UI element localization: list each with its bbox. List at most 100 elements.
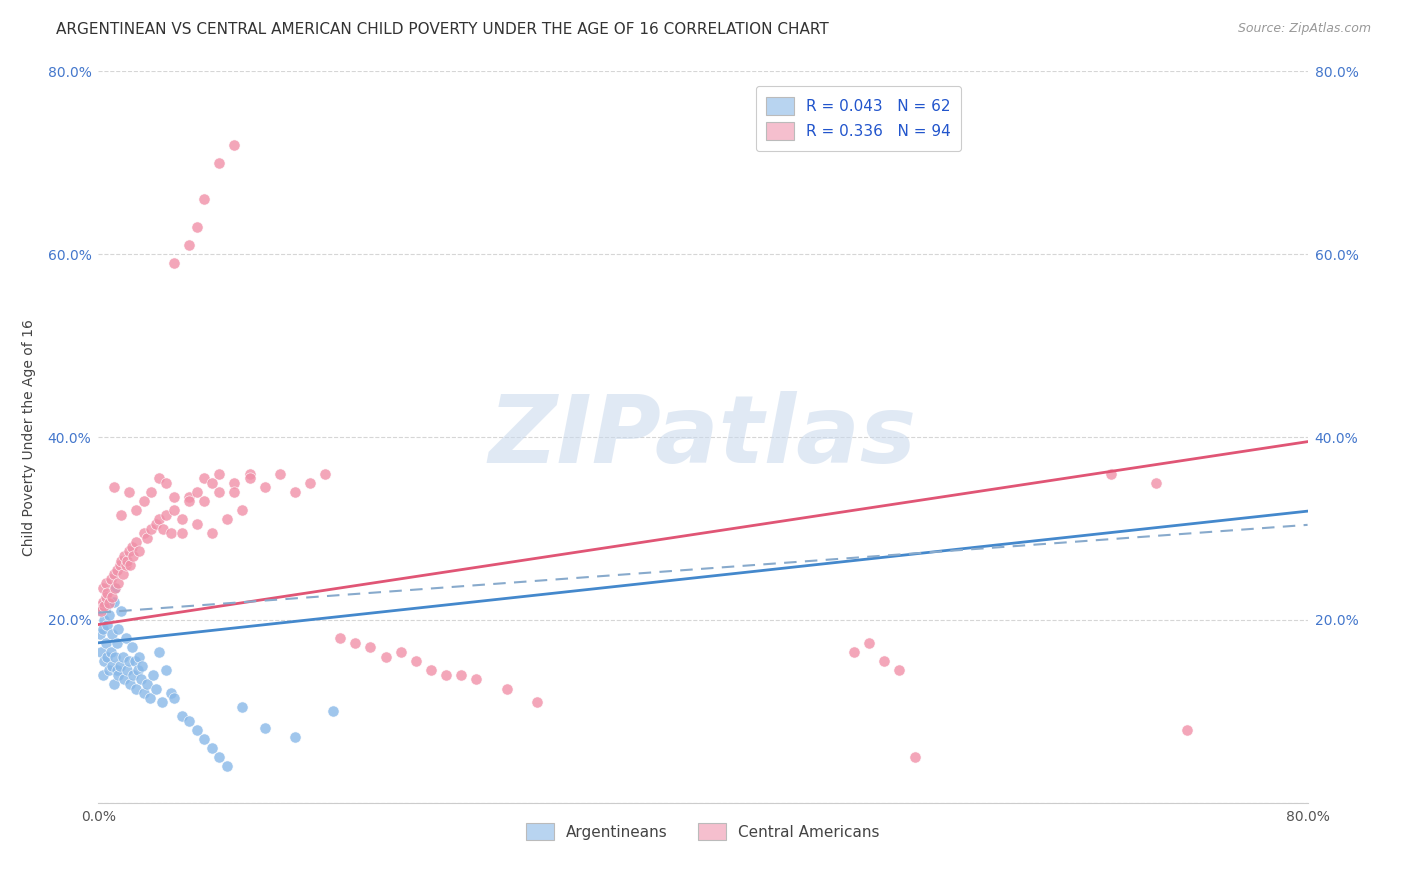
Point: [904, 750, 927, 764]
Point: [91, 581, 114, 595]
Point: [135, 677, 157, 691]
Point: [155, 508, 177, 522]
Point: [1144, 475, 1167, 490]
Point: [93, 654, 115, 668]
Point: [128, 544, 150, 558]
Point: [107, 576, 129, 591]
Point: [125, 681, 148, 696]
Point: [193, 471, 215, 485]
Point: [91, 667, 114, 681]
Point: [105, 636, 128, 650]
Point: [110, 508, 132, 522]
Point: [269, 467, 291, 481]
Point: [170, 709, 193, 723]
Point: [90, 645, 112, 659]
Point: [127, 663, 149, 677]
Point: [114, 632, 136, 646]
Point: [150, 695, 173, 709]
Point: [110, 604, 132, 618]
Point: [155, 663, 177, 677]
Point: [208, 467, 231, 481]
Point: [208, 156, 231, 170]
Point: [118, 654, 141, 668]
Point: [118, 544, 141, 558]
Point: [148, 645, 170, 659]
Point: [90, 604, 112, 618]
Point: [858, 636, 880, 650]
Point: [100, 645, 122, 659]
Point: [112, 673, 135, 687]
Text: Source: ZipAtlas.com: Source: ZipAtlas.com: [1237, 22, 1371, 36]
Point: [108, 558, 131, 573]
Point: [135, 531, 157, 545]
Point: [141, 485, 163, 500]
Point: [104, 581, 127, 595]
Point: [215, 512, 238, 526]
Point: [142, 667, 165, 681]
Point: [186, 516, 208, 531]
Point: [103, 567, 125, 582]
Point: [239, 471, 262, 485]
Point: [148, 471, 170, 485]
Text: ARGENTINEAN VS CENTRAL AMERICAN CHILD POVERTY UNDER THE AGE OF 16 CORRELATION CH: ARGENTINEAN VS CENTRAL AMERICAN CHILD PO…: [56, 22, 830, 37]
Point: [145, 516, 167, 531]
Point: [145, 681, 167, 696]
Point: [314, 467, 336, 481]
Point: [105, 663, 128, 677]
Point: [118, 485, 141, 500]
Point: [420, 663, 443, 677]
Point: [179, 494, 201, 508]
Point: [889, 663, 911, 677]
Point: [111, 649, 134, 664]
Point: [253, 480, 276, 494]
Point: [160, 686, 183, 700]
Point: [215, 759, 238, 773]
Point: [139, 690, 162, 705]
Point: [111, 567, 134, 582]
Point: [155, 475, 177, 490]
Point: [322, 705, 344, 719]
Point: [91, 594, 114, 608]
Point: [224, 137, 246, 152]
Point: [170, 512, 193, 526]
Point: [163, 690, 186, 705]
Point: [299, 475, 322, 490]
Point: [90, 604, 112, 618]
Point: [96, 649, 118, 664]
Point: [360, 640, 382, 655]
Point: [224, 485, 246, 500]
Point: [193, 192, 215, 206]
Point: [141, 521, 163, 535]
Point: [152, 521, 174, 535]
Point: [201, 526, 224, 541]
Point: [284, 485, 307, 500]
Point: [114, 558, 136, 573]
Point: [179, 490, 201, 504]
Point: [450, 667, 472, 681]
Point: [186, 485, 208, 500]
Point: [129, 673, 152, 687]
Point: [239, 467, 262, 481]
Point: [170, 526, 193, 541]
Point: [101, 626, 124, 640]
Point: [110, 553, 132, 567]
Point: [208, 750, 231, 764]
Point: [389, 645, 412, 659]
Point: [94, 636, 117, 650]
Point: [103, 594, 125, 608]
Point: [91, 622, 114, 636]
Point: [98, 608, 121, 623]
Point: [179, 714, 201, 728]
Point: [253, 721, 276, 735]
Point: [163, 256, 186, 270]
Y-axis label: Child Poverty Under the Age of 16: Child Poverty Under the Age of 16: [22, 318, 37, 556]
Point: [132, 526, 155, 541]
Point: [186, 723, 208, 737]
Point: [125, 535, 148, 549]
Point: [120, 558, 142, 573]
Point: [94, 590, 117, 604]
Point: [100, 572, 122, 586]
Point: [201, 740, 224, 755]
Point: [1175, 723, 1198, 737]
Point: [121, 540, 143, 554]
